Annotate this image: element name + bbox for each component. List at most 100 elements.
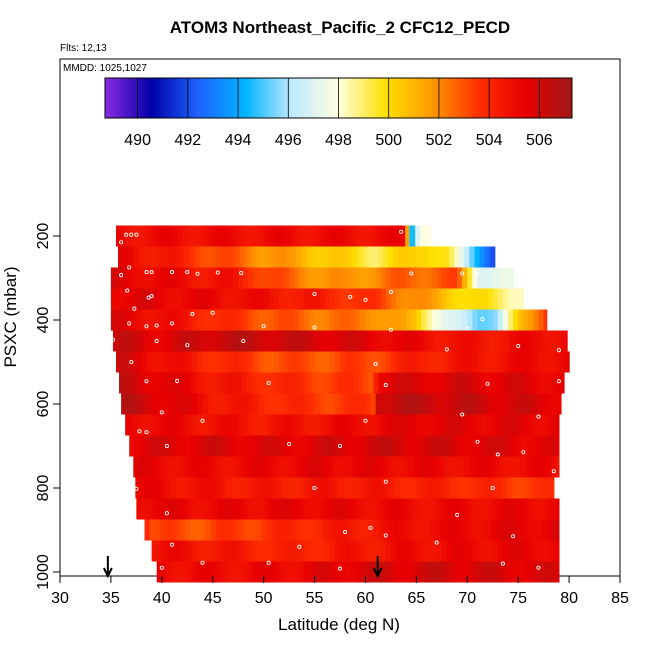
heat-cell: [331, 246, 338, 268]
heat-cell: [487, 561, 494, 583]
heat-cell: [298, 477, 304, 499]
heat-cell: [294, 351, 300, 373]
sample-point: [149, 294, 154, 299]
heat-cell: [262, 477, 269, 499]
heat-cell: [556, 519, 560, 541]
heat-cell: [552, 477, 555, 499]
heat-cell: [309, 225, 316, 247]
heat-cell: [306, 456, 313, 478]
heat-cell: [436, 498, 443, 520]
heat-cell: [182, 351, 188, 373]
heat-cell: [196, 477, 203, 499]
sample-point: [500, 561, 505, 566]
heat-cell: [286, 456, 292, 478]
heat-cell: [487, 288, 494, 310]
heat-cell: [538, 393, 545, 415]
heat-cell: [406, 288, 412, 310]
heat-cell: [166, 351, 173, 373]
heat-cell: [238, 288, 244, 310]
heat-cell: [215, 372, 222, 394]
heat-cell: [332, 519, 339, 541]
heat-cell: [465, 519, 471, 541]
heat-cell: [156, 309, 163, 331]
heat-cell: [531, 435, 538, 457]
heat-cell: [345, 267, 351, 289]
heat-cell: [175, 435, 181, 457]
heat-cell: [462, 288, 468, 310]
heat-cell: [280, 246, 287, 268]
heat-cell: [238, 393, 244, 415]
heat-cell: [409, 225, 416, 247]
heat-cell: [131, 351, 137, 373]
heat-cell: [441, 309, 448, 331]
heat-cell: [224, 456, 231, 478]
heat-cell: [174, 330, 180, 352]
heat-cell: [219, 246, 226, 268]
heat-cell: [452, 351, 458, 373]
heat-cell: [327, 372, 334, 394]
heat-cell: [287, 372, 293, 394]
sample-point: [127, 265, 132, 270]
heat-cell: [258, 561, 265, 583]
heat-cell: [138, 330, 145, 352]
heat-cell: [289, 561, 295, 583]
heat-cell: [164, 372, 171, 394]
heat-cell: [433, 246, 440, 268]
heat-cell: [251, 519, 258, 541]
heat-cell: [138, 456, 145, 478]
heat-cell: [214, 246, 221, 268]
heat-cell: [202, 393, 209, 415]
heat-cell: [527, 477, 534, 499]
heat-cell: [492, 540, 499, 562]
heat-cell: [160, 414, 167, 436]
heat-cell: [436, 351, 443, 373]
heat-cell: [547, 414, 554, 436]
heat-cell: [431, 309, 438, 331]
heat-cell: [455, 372, 461, 394]
heat-cell: [505, 372, 512, 394]
heat-cell: [232, 477, 238, 499]
heat-cell: [350, 393, 356, 415]
heat-cell: [350, 540, 356, 562]
heat-cell: [253, 561, 260, 583]
heat-cell: [476, 477, 483, 499]
heat-cell: [434, 519, 441, 541]
heat-cell: [446, 267, 453, 289]
heat-cell: [450, 414, 457, 436]
heat-cell: [145, 414, 152, 436]
heat-cell: [314, 288, 321, 310]
heat-cell: [228, 561, 234, 583]
heat-cell: [350, 309, 356, 331]
heat-cell: [228, 351, 234, 373]
heat-cell: [304, 393, 311, 415]
heat-cell: [289, 309, 295, 331]
heat-cell: [187, 498, 193, 520]
heat-cell: [149, 372, 156, 394]
heat-cell: [548, 540, 555, 562]
heat-cell: [355, 225, 361, 247]
heat-cell: [238, 267, 244, 289]
heat-cell: [377, 246, 384, 268]
heat-cell: [126, 309, 132, 331]
heat-cell: [265, 330, 272, 352]
heat-cell: [304, 561, 311, 583]
heat-cell: [128, 330, 134, 352]
heat-cell: [225, 372, 232, 394]
heat-cell: [319, 351, 326, 373]
heat-cell: [477, 309, 484, 331]
heat-cell: [516, 372, 522, 394]
heat-cell: [406, 309, 412, 331]
heat-cell: [253, 288, 260, 310]
heat-cell: [482, 351, 489, 373]
heat-cell: [175, 372, 181, 394]
sample-point: [312, 485, 317, 491]
heat-cell: [390, 393, 397, 415]
heat-cell: [385, 540, 392, 562]
heat-cell: [179, 246, 185, 268]
heat-cell: [393, 435, 400, 457]
heat-cell: [334, 561, 341, 583]
heat-cell: [187, 309, 193, 331]
heat-cell: [309, 498, 316, 520]
heat-cell: [360, 498, 367, 520]
heat-cell: [390, 561, 397, 583]
